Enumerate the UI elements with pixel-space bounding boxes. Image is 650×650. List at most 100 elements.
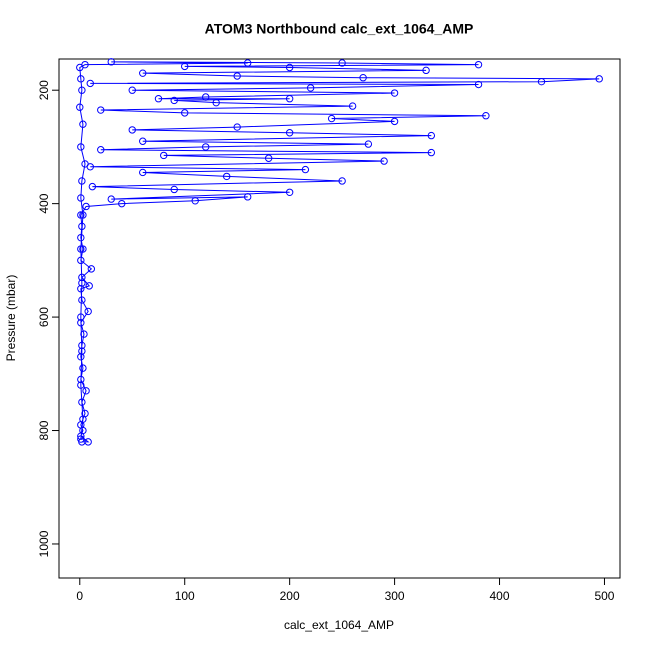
data-point (181, 62, 189, 71)
y-tick-label: 800 (37, 420, 51, 440)
plot-frame (58, 58, 621, 579)
data-point (202, 143, 210, 151)
data-point (390, 89, 399, 97)
data-point (79, 245, 87, 253)
data-point (338, 59, 346, 67)
data-point (88, 182, 97, 191)
data-point (78, 279, 86, 287)
data-point (85, 282, 93, 290)
data-point (87, 265, 96, 273)
data-point (82, 387, 90, 395)
data-point (233, 123, 241, 131)
data-point (474, 60, 483, 69)
data-point (84, 438, 92, 446)
x-tick-label: 300 (385, 589, 405, 603)
data-point (181, 109, 189, 117)
y-axis-label: Pressure (mbar) (4, 275, 18, 362)
data-point (76, 103, 84, 111)
x-axis-label: calc_ext_1064_AMP (284, 618, 394, 632)
data-point (80, 330, 88, 338)
data-point (154, 95, 163, 103)
data-point (82, 202, 90, 211)
data-point (202, 93, 210, 101)
data-point (79, 364, 87, 372)
data-point (170, 96, 178, 105)
x-tick-label: 200 (280, 589, 300, 603)
data-point (422, 66, 430, 75)
data-point (285, 63, 294, 72)
data-point (78, 341, 86, 350)
data-point (222, 172, 231, 181)
x-tick-label: 100 (175, 589, 195, 603)
data-point (285, 129, 294, 137)
data-point (78, 86, 86, 94)
data-point (77, 143, 85, 151)
data-point (390, 117, 399, 126)
data-point (301, 165, 310, 174)
data-point (77, 233, 85, 242)
data-point (128, 86, 136, 94)
data-point (77, 245, 85, 253)
data-point (78, 222, 86, 231)
data-point (77, 285, 85, 293)
data-point (78, 347, 86, 355)
data-point (77, 375, 85, 384)
data-point (78, 177, 86, 185)
data-point (233, 72, 241, 80)
data-point (537, 77, 546, 86)
data-point (79, 415, 87, 423)
data-point (86, 79, 94, 88)
series-line (79, 61, 600, 443)
data-point (139, 168, 147, 177)
data-point (338, 177, 346, 185)
data-point (76, 63, 84, 72)
data-point (243, 193, 252, 201)
x-tick-label: 400 (490, 589, 510, 603)
y-tick-label: 600 (37, 307, 51, 327)
data-point (285, 95, 294, 103)
data-point (77, 381, 85, 389)
data-point (364, 140, 373, 148)
data-point (170, 185, 178, 194)
data-point (348, 102, 357, 110)
data-point (77, 75, 85, 83)
data-point (77, 353, 85, 361)
data-point (78, 296, 86, 304)
data-point (327, 114, 336, 123)
data-point (427, 131, 436, 140)
data-point (78, 273, 86, 282)
y-tick-label: 400 (37, 193, 51, 213)
data-point (264, 154, 273, 162)
y-tick-label: 1000 (37, 530, 51, 557)
data-point (427, 148, 436, 157)
data-point (97, 146, 105, 154)
data-point (81, 160, 89, 168)
data-point (380, 157, 388, 165)
data-point (97, 106, 105, 114)
data-point (243, 59, 252, 67)
data-point (79, 211, 87, 219)
y-tick-label: 200 (37, 80, 51, 100)
data-point (306, 84, 315, 92)
data-point (107, 195, 115, 203)
data-point (191, 197, 199, 205)
data-point (77, 319, 85, 327)
data-point (359, 74, 367, 82)
data-point (77, 256, 85, 265)
data-point (77, 211, 85, 219)
data-point (84, 307, 92, 316)
data-point (128, 126, 136, 134)
data-point (595, 75, 603, 83)
data-point (160, 151, 168, 160)
data-point (285, 188, 294, 196)
data-point (77, 194, 85, 202)
data-point (139, 137, 147, 145)
x-tick-label: 0 (76, 589, 83, 603)
x-tick-label: 500 (594, 589, 614, 603)
data-point (212, 98, 220, 107)
data-point (77, 313, 85, 321)
data-point (118, 199, 126, 208)
data-point (77, 435, 85, 443)
data-point (107, 58, 115, 66)
